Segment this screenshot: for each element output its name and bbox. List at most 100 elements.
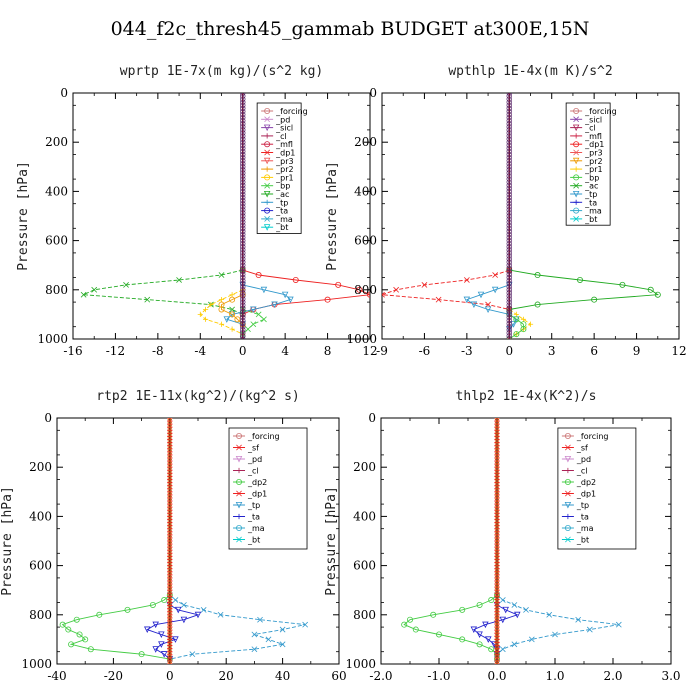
legend-box [228, 427, 308, 550]
legend-item: _bp [570, 173, 599, 182]
y-tick-label: 800 [354, 283, 377, 297]
legend-item: _ta [233, 513, 260, 522]
y-tick-label: 400 [353, 509, 376, 523]
y-tick-label: 1000 [21, 657, 52, 671]
legend-label: _pr3 [584, 149, 602, 158]
legend-item: _pr2 [570, 157, 603, 166]
legend-label: _tp [576, 501, 589, 510]
legend-label: _dp2 [247, 478, 267, 487]
legend-label: _pr1 [275, 173, 293, 182]
legend-item: _cl [233, 467, 259, 476]
x-tick-label: 0 [166, 669, 174, 683]
legend-item: _ta [570, 198, 597, 207]
legend-label: _cl [275, 132, 287, 141]
panel-title: rtp2 1E-11x(kg^2)/(kg^2 s) [96, 389, 300, 404]
legend-label: _forcing [584, 107, 617, 116]
y-tick-label: 0 [60, 86, 68, 100]
x-tick-label: -40 [47, 669, 66, 683]
plot-area [59, 418, 309, 664]
legend-item: _tp [570, 190, 597, 199]
legend-label: _dp2 [576, 478, 596, 487]
x-tick-label: -6 [419, 344, 431, 358]
x-tick-label: 1.0 [545, 669, 564, 683]
legend-item: _dp1 [233, 490, 267, 499]
series-line [382, 267, 513, 313]
legend-label: _bt [247, 536, 260, 545]
chart-panel-2: wpthlp 1E-4x(m K)/s^2 Pressure [hPa] 0 200 4… [325, 64, 687, 358]
y-tick-label: 600 [45, 234, 68, 248]
legend-item: _pr3 [570, 149, 603, 158]
zero-terms-column [506, 93, 513, 339]
y-tick-label: 1000 [37, 332, 68, 346]
legend-item: _pd [261, 115, 290, 124]
legend-item: _ma [233, 524, 265, 533]
y-axis-label: Pressure [hPa] [324, 486, 339, 596]
legend-label: _ac [584, 182, 598, 191]
y-tick-label: 200 [45, 135, 68, 149]
legend-item: _ac [261, 190, 289, 199]
legend-item: _pd [233, 455, 262, 464]
legend-label: _cl [584, 124, 596, 133]
legend-box [557, 427, 637, 550]
legend-item: _mfl [261, 140, 293, 149]
legend-label: _bp [584, 173, 599, 182]
legend-item: _bp [261, 182, 290, 191]
y-tick-label: 800 [45, 283, 68, 297]
x-tick-label: -1.0 [427, 669, 450, 683]
legend-label: _bt [275, 223, 288, 232]
legend: _forcing_sicl_cl_mfl_dp1_pr3_pr2_pr1_bp_… [565, 102, 617, 226]
legend-item: _forcing [261, 107, 308, 116]
legend-label: _pd [576, 455, 591, 464]
legend-label: _tp [584, 190, 597, 199]
y-tick-label: 0 [369, 86, 377, 100]
legend-label: _pr2 [275, 165, 293, 174]
series-line [506, 267, 661, 313]
legend-label: _pd [275, 115, 290, 124]
zero-terms-column [494, 418, 500, 664]
x-tick-label: 6 [590, 344, 598, 358]
legend-label: _mfl [275, 140, 293, 149]
legend-item: _pr3 [261, 157, 294, 166]
x-tick-label: 2.0 [603, 669, 622, 683]
x-tick-label: -4 [194, 344, 206, 358]
series-line [239, 267, 370, 318]
legend-item: _sicl [261, 124, 293, 133]
x-tick-label: -8 [152, 344, 164, 358]
legend-label: _ma [275, 215, 293, 224]
legend-label: _forcing [576, 432, 609, 441]
legend-label: _dp1 [576, 490, 596, 499]
legend-item: _tp [261, 198, 288, 207]
legend-label: _dp1 [247, 490, 267, 499]
legend-item: _ta [261, 207, 288, 216]
x-tick-label: -12 [106, 344, 125, 358]
legend-item: _bt [233, 536, 260, 545]
legend-label: _ac [275, 190, 289, 199]
chart-panel-1: wprtp 1E-7x(m kg)/(s^2 kg) Pressure [hPa]… [16, 64, 378, 358]
legend-box [565, 102, 611, 226]
y-axis-label: Pressure [hPa] [0, 486, 15, 596]
legend-label: _ma [247, 524, 265, 533]
legend-item: _tp [233, 501, 260, 510]
y-tick-label: 1000 [345, 657, 376, 671]
x-tick-label: 12 [362, 344, 377, 358]
y-tick-label: 200 [29, 460, 52, 474]
legend-item: _dp2 [561, 478, 596, 487]
legend: _forcing _sf _pd _cl _dp2 _dp1 _tp _ta _ma _bt [228, 427, 308, 550]
y-tick-label: 1000 [346, 332, 377, 346]
chart-panel-3: rtp2 1E-11x(kg^2)/(kg^2 s) Pressure [hPa]… [0, 389, 347, 683]
legend-label: _pr3 [275, 157, 293, 166]
legend-item: _pr1 [570, 165, 603, 174]
y-tick-label: 800 [29, 608, 52, 622]
legend-label: _tp [247, 501, 260, 510]
legend-label: _forcing [247, 432, 280, 441]
y-tick-label: 0 [368, 411, 376, 425]
legend-label: _bt [584, 215, 597, 224]
legend-label: _ta [584, 198, 597, 207]
legend-item: _cl [261, 132, 287, 141]
plot-area [401, 418, 622, 664]
legend-item: _sf [233, 444, 259, 453]
x-tick-label: 0.0 [487, 669, 506, 683]
legend-item: _ta [561, 513, 589, 522]
x-tick-label: -2.0 [369, 669, 392, 683]
